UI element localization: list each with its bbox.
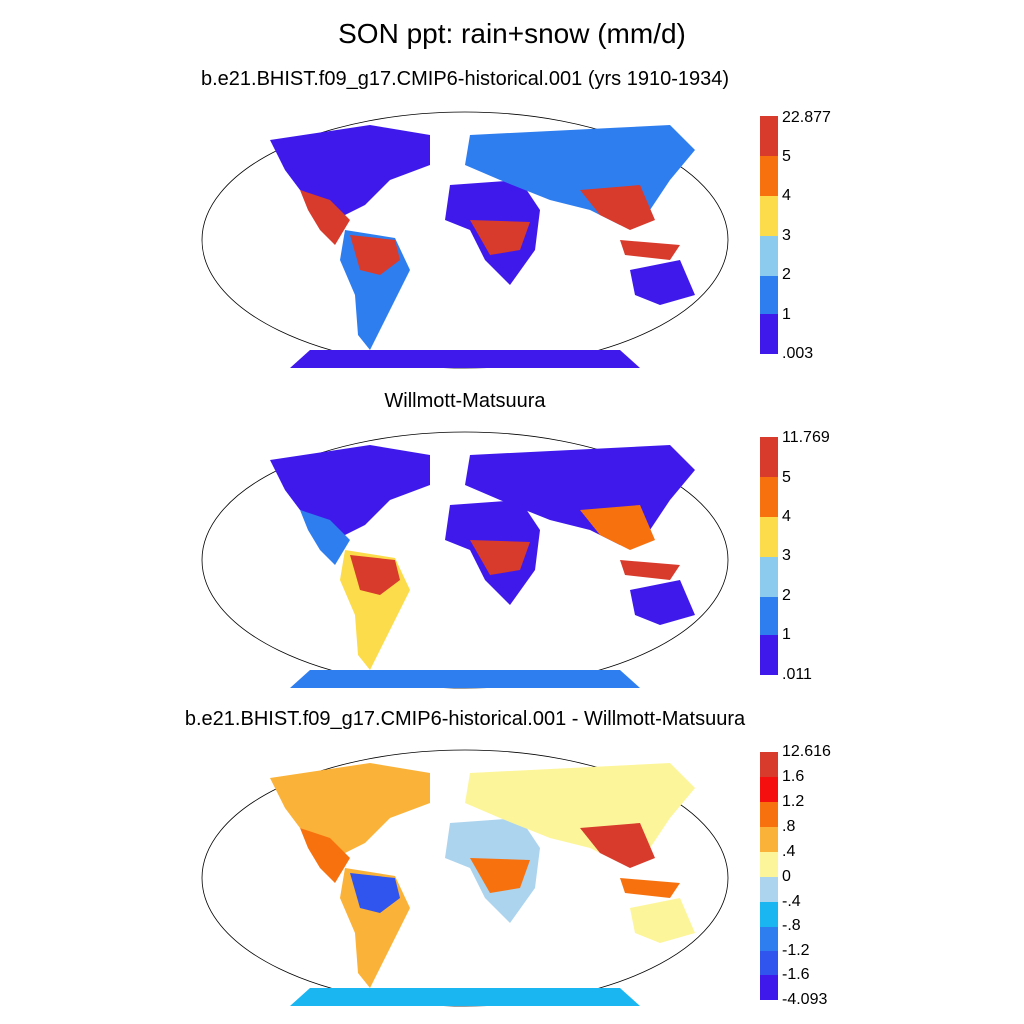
colorbar-tick-label: -1.2 <box>782 942 810 959</box>
colorbar-tick-label: -4.093 <box>782 991 828 1008</box>
colorbar-tick-label: 3 <box>782 227 791 244</box>
figure-title: SON ppt: rain+snow (mm/d) <box>338 18 686 49</box>
colorbar-tick-label: .003 <box>782 345 814 362</box>
land <box>270 445 695 688</box>
panel-1-colorbar <box>760 116 778 354</box>
colorbar-tick-label: -1.6 <box>782 966 810 983</box>
colorbar-tick-label: -.8 <box>782 917 801 934</box>
colorbar-tick-label: 22.877 <box>782 109 831 126</box>
colorbar-tick-label: 1.6 <box>782 768 805 785</box>
colorbar-tick-label: 4 <box>782 187 791 204</box>
panel-2-title: Willmott-Matsuura <box>384 390 546 412</box>
panel-1-map <box>201 111 729 369</box>
colorbar-tick-label: .011 <box>782 666 812 683</box>
panel-2-colorbar <box>760 437 778 675</box>
colorbar-tick-label: 2 <box>782 266 791 283</box>
colorbar-tick-label: 2 <box>782 587 791 604</box>
land <box>270 763 695 1006</box>
colorbar-tick-label: .8 <box>782 818 796 835</box>
colorbar-tick-label: 0 <box>782 868 791 885</box>
panel-3-colorbar <box>760 752 778 1000</box>
panel-3-title: b.e21.BHIST.f09_g17.CMIP6-historical.001… <box>184 708 746 730</box>
colorbar-tick-label: .4 <box>782 843 796 860</box>
land <box>270 125 695 368</box>
panel-3-map <box>201 749 729 1007</box>
colorbar-tick-label: 1.2 <box>782 793 805 810</box>
panel-1-title: b.e21.BHIST.f09_g17.CMIP6-historical.001… <box>200 68 730 90</box>
colorbar-tick-label: 4 <box>782 508 791 525</box>
colorbar-tick-label: 1 <box>782 626 791 643</box>
colorbar-tick-label: 5 <box>782 148 791 165</box>
colorbar-tick-label: 12.616 <box>782 743 831 760</box>
colorbar-tick-label: 1 <box>782 306 791 323</box>
colorbar-tick-label: 3 <box>782 547 791 564</box>
colorbar-tick-label: -.4 <box>782 893 801 910</box>
colorbar-tick-label: 11.769 <box>782 429 830 446</box>
panel-2-map <box>201 431 729 689</box>
colorbar-tick-label: 5 <box>782 469 791 486</box>
